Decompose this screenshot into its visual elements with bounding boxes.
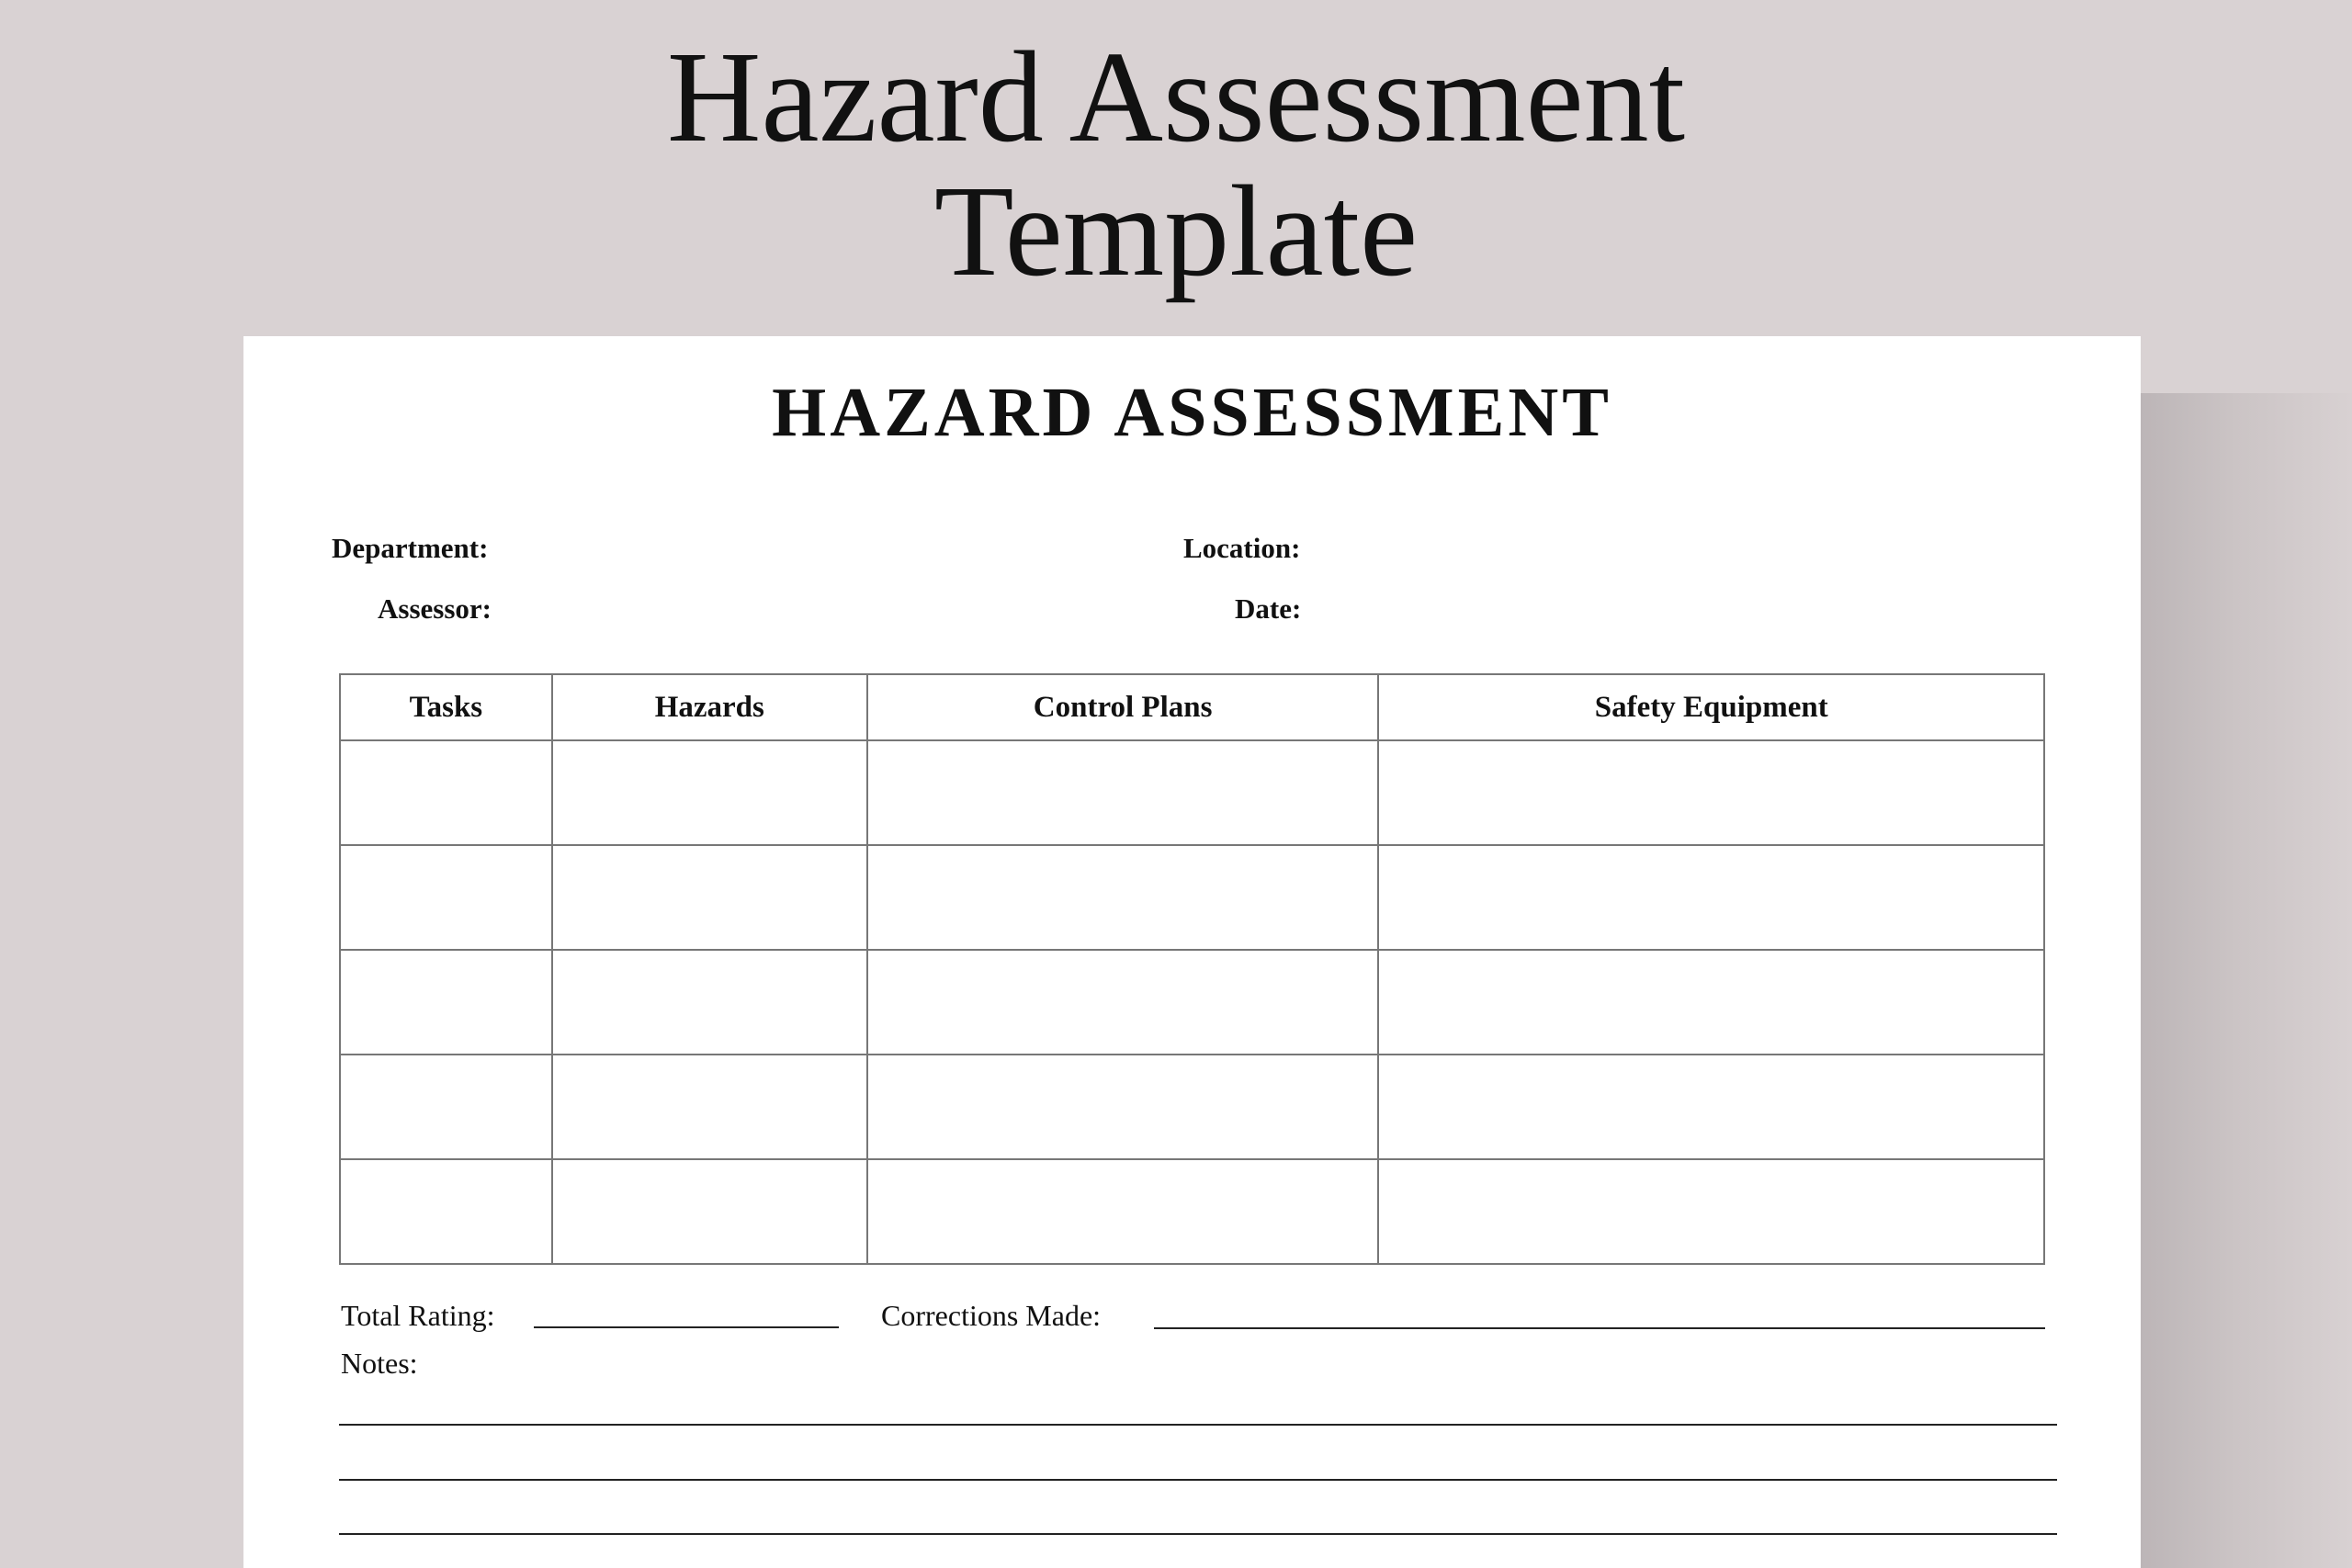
- header-hazards: Hazards: [550, 673, 868, 741]
- document-title: HAZARD ASSESSMENT: [772, 374, 1612, 451]
- header-control-plans: Control Plans: [865, 673, 1380, 741]
- document-page: HAZARD ASSESSMENT Department: Location: …: [243, 336, 2141, 1568]
- notes-label: Notes:: [341, 1347, 418, 1380]
- table-row: [339, 1158, 2045, 1265]
- table-cell[interactable]: [339, 844, 553, 951]
- table-cell[interactable]: [550, 949, 868, 1055]
- table-cell[interactable]: [1377, 949, 2045, 1055]
- assessor-label: Assessor:: [378, 592, 492, 625]
- table-row: [339, 949, 2045, 1055]
- location-label: Location:: [1183, 532, 1301, 564]
- table-cell[interactable]: [339, 949, 553, 1055]
- table-cell[interactable]: [865, 1054, 1380, 1160]
- table-cell[interactable]: [1377, 844, 2045, 951]
- table-cell[interactable]: [339, 1054, 553, 1160]
- table-cell[interactable]: [865, 949, 1380, 1055]
- paper-shadow: [2141, 393, 2352, 1568]
- table-cell[interactable]: [1377, 1158, 2045, 1265]
- table-cell[interactable]: [550, 1054, 868, 1160]
- table-cell[interactable]: [865, 1158, 1380, 1265]
- hazard-table: Tasks Hazards Control Plans Safety Equip…: [339, 673, 2045, 1265]
- table-cell[interactable]: [550, 739, 868, 846]
- table-cell[interactable]: [339, 1158, 553, 1265]
- header-safety-equipment: Safety Equipment: [1377, 673, 2045, 741]
- table-row: [339, 844, 2045, 951]
- notes-line[interactable]: [339, 1479, 2057, 1481]
- total-rating-label: Total Rating:: [341, 1299, 495, 1332]
- table-row: [339, 739, 2045, 846]
- table-cell[interactable]: [865, 739, 1380, 846]
- total-rating-field[interactable]: [534, 1326, 839, 1328]
- table-cell[interactable]: [339, 739, 553, 846]
- date-label: Date:: [1235, 592, 1302, 625]
- table-cell[interactable]: [550, 844, 868, 951]
- table-cell[interactable]: [550, 1158, 868, 1265]
- header-tasks: Tasks: [339, 673, 553, 741]
- corrections-made-field[interactable]: [1154, 1327, 2045, 1329]
- banner-title-line1: Hazard Assessment: [666, 24, 1686, 169]
- table-cell[interactable]: [1377, 1054, 2045, 1160]
- notes-line[interactable]: [339, 1533, 2057, 1535]
- notes-line[interactable]: [339, 1424, 2057, 1426]
- corrections-made-label: Corrections Made:: [881, 1299, 1102, 1332]
- department-label: Department:: [332, 532, 489, 564]
- banner-title-line2: Template: [933, 158, 1419, 303]
- table-row: [339, 1054, 2045, 1160]
- table-cell[interactable]: [865, 844, 1380, 951]
- table-cell[interactable]: [1377, 739, 2045, 846]
